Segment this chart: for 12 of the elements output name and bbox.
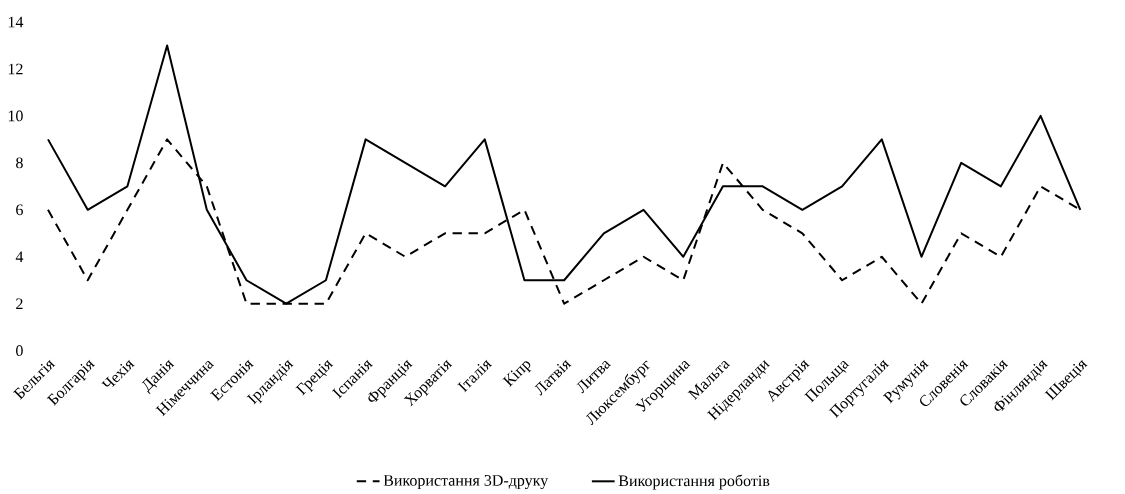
y-tick-label: 8: [16, 157, 23, 169]
y-tick-label: 4: [15, 251, 24, 263]
y-tick-label: 6: [16, 204, 23, 216]
y-tick-label: 2: [16, 298, 23, 310]
y-tick-label: 10: [8, 110, 23, 122]
y-tick-label: 0: [16, 345, 23, 357]
y-tick-label: 14: [8, 16, 24, 28]
legend-label: Використання роботів: [618, 474, 770, 490]
x-tick-label: Кіпр: [502, 361, 532, 387]
x-tick-label: Чехія: [101, 359, 135, 388]
y-tick-label: 12: [8, 63, 23, 75]
legend-label: Використання 3D-друку: [383, 475, 549, 490]
